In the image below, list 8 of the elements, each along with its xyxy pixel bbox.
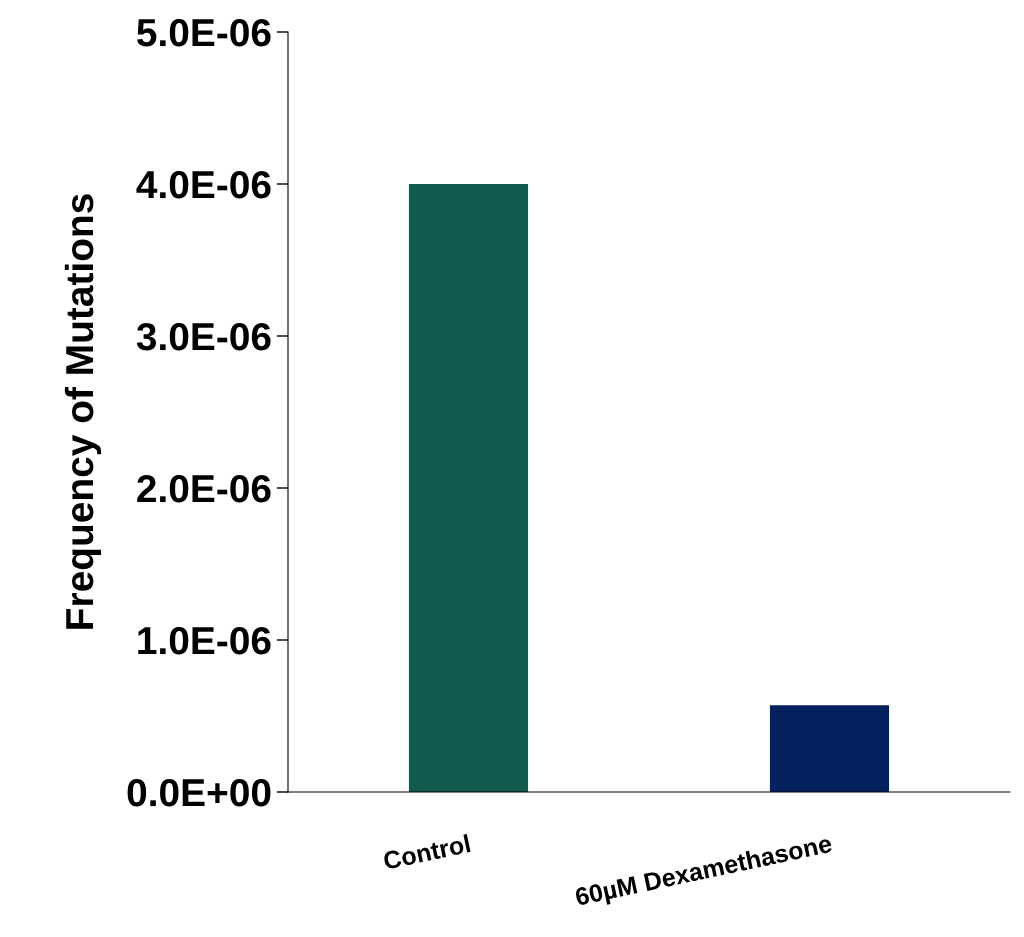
y-tick-label: 3.0E-06 <box>136 322 271 351</box>
y-tick-label: 2.0E-06 <box>137 474 271 503</box>
x-tick-label: Control <box>382 834 471 870</box>
y-tick-label: 4.0E-06 <box>136 170 271 199</box>
y-tick-label: 0.0E+00 <box>127 778 271 807</box>
y-axis-title: Frequency of Mutations <box>64 194 102 629</box>
y-tick-label: 5.0E-06 <box>137 18 271 47</box>
y-tick-label: 1.0E-06 <box>138 626 271 655</box>
